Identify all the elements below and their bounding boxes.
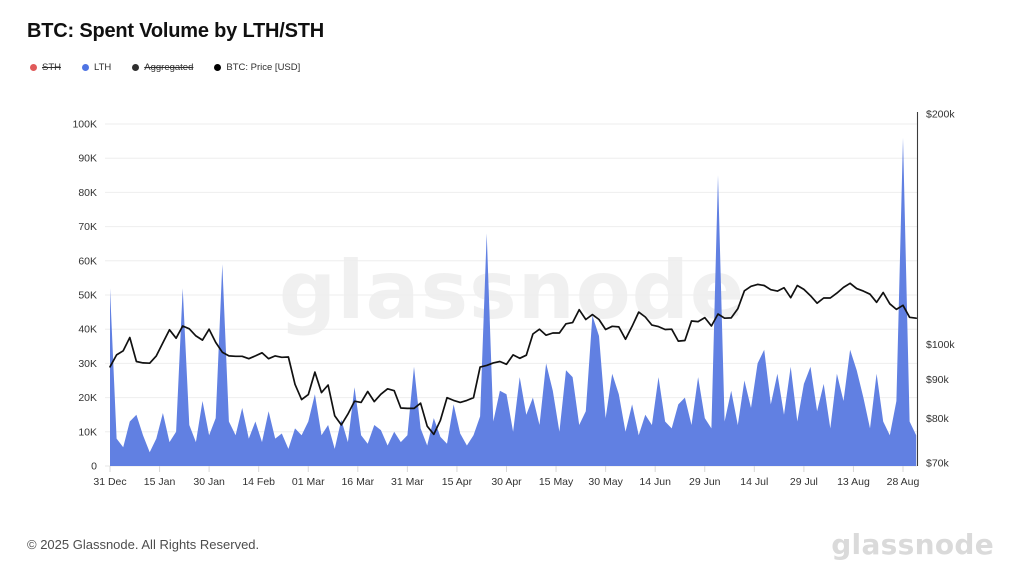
aggregated-series-dot-icon	[132, 64, 140, 71]
svg-text:100K: 100K	[72, 119, 97, 131]
legend-item-btc-price[interactable]: BTC: Price [USD]	[214, 62, 300, 73]
svg-text:$100k: $100k	[926, 339, 955, 351]
svg-text:15 May: 15 May	[539, 476, 574, 488]
svg-text:14 Feb: 14 Feb	[242, 476, 275, 488]
legend-label-aggregated: Aggregated	[144, 62, 194, 73]
svg-text:14 Jun: 14 Jun	[639, 476, 671, 488]
svg-text:30K: 30K	[78, 358, 97, 370]
svg-text:$200k: $200k	[926, 109, 955, 121]
lth-series-dot-icon	[82, 64, 89, 71]
svg-text:31 Mar: 31 Mar	[391, 476, 424, 488]
btc-price-series-dot-icon	[214, 64, 222, 71]
svg-text:29 Jun: 29 Jun	[689, 476, 721, 488]
svg-text:40K: 40K	[78, 324, 97, 336]
sth-series-dot-icon	[30, 64, 37, 71]
svg-text:01 Mar: 01 Mar	[292, 476, 325, 488]
svg-text:70K: 70K	[78, 221, 97, 233]
svg-text:60K: 60K	[78, 255, 97, 267]
svg-text:16 Mar: 16 Mar	[341, 476, 374, 488]
svg-text:29 Jul: 29 Jul	[790, 476, 818, 488]
legend-item-sth[interactable]: STH	[30, 62, 61, 73]
glassnode-logo: glassnode	[831, 528, 994, 561]
svg-text:20K: 20K	[78, 392, 97, 404]
svg-text:90K: 90K	[78, 153, 97, 165]
svg-text:$90k: $90k	[926, 374, 950, 386]
svg-text:30 Jan: 30 Jan	[193, 476, 225, 488]
svg-text:15 Jan: 15 Jan	[144, 476, 176, 488]
legend-label-lth: LTH	[94, 62, 112, 73]
legend-item-aggregated[interactable]: Aggregated	[132, 62, 193, 73]
svg-text:50K: 50K	[78, 290, 97, 302]
svg-text:80K: 80K	[78, 187, 97, 199]
legend-item-lth[interactable]: LTH	[82, 62, 111, 73]
legend-label-sth: STH	[42, 62, 61, 73]
svg-text:28 Aug: 28 Aug	[887, 476, 920, 488]
svg-text:10K: 10K	[78, 426, 97, 438]
svg-text:30 Apr: 30 Apr	[491, 476, 522, 488]
svg-text:30 May: 30 May	[588, 476, 623, 488]
svg-text:31 Dec: 31 Dec	[93, 476, 126, 488]
svg-text:$80k: $80k	[926, 413, 950, 425]
svg-text:15 Apr: 15 Apr	[442, 476, 473, 488]
svg-text:$70k: $70k	[926, 458, 950, 470]
svg-text:14 Jul: 14 Jul	[740, 476, 768, 488]
chart-legend: STH LTH Aggregated BTC: Price [USD]	[30, 62, 300, 73]
svg-text:0: 0	[91, 461, 97, 473]
page-title: BTC: Spent Volume by LTH/STH	[27, 20, 324, 42]
svg-text:13 Aug: 13 Aug	[837, 476, 870, 488]
copyright-text: © 2025 Glassnode. All Rights Reserved.	[27, 537, 260, 552]
legend-label-btc-price: BTC: Price [USD]	[226, 62, 301, 73]
